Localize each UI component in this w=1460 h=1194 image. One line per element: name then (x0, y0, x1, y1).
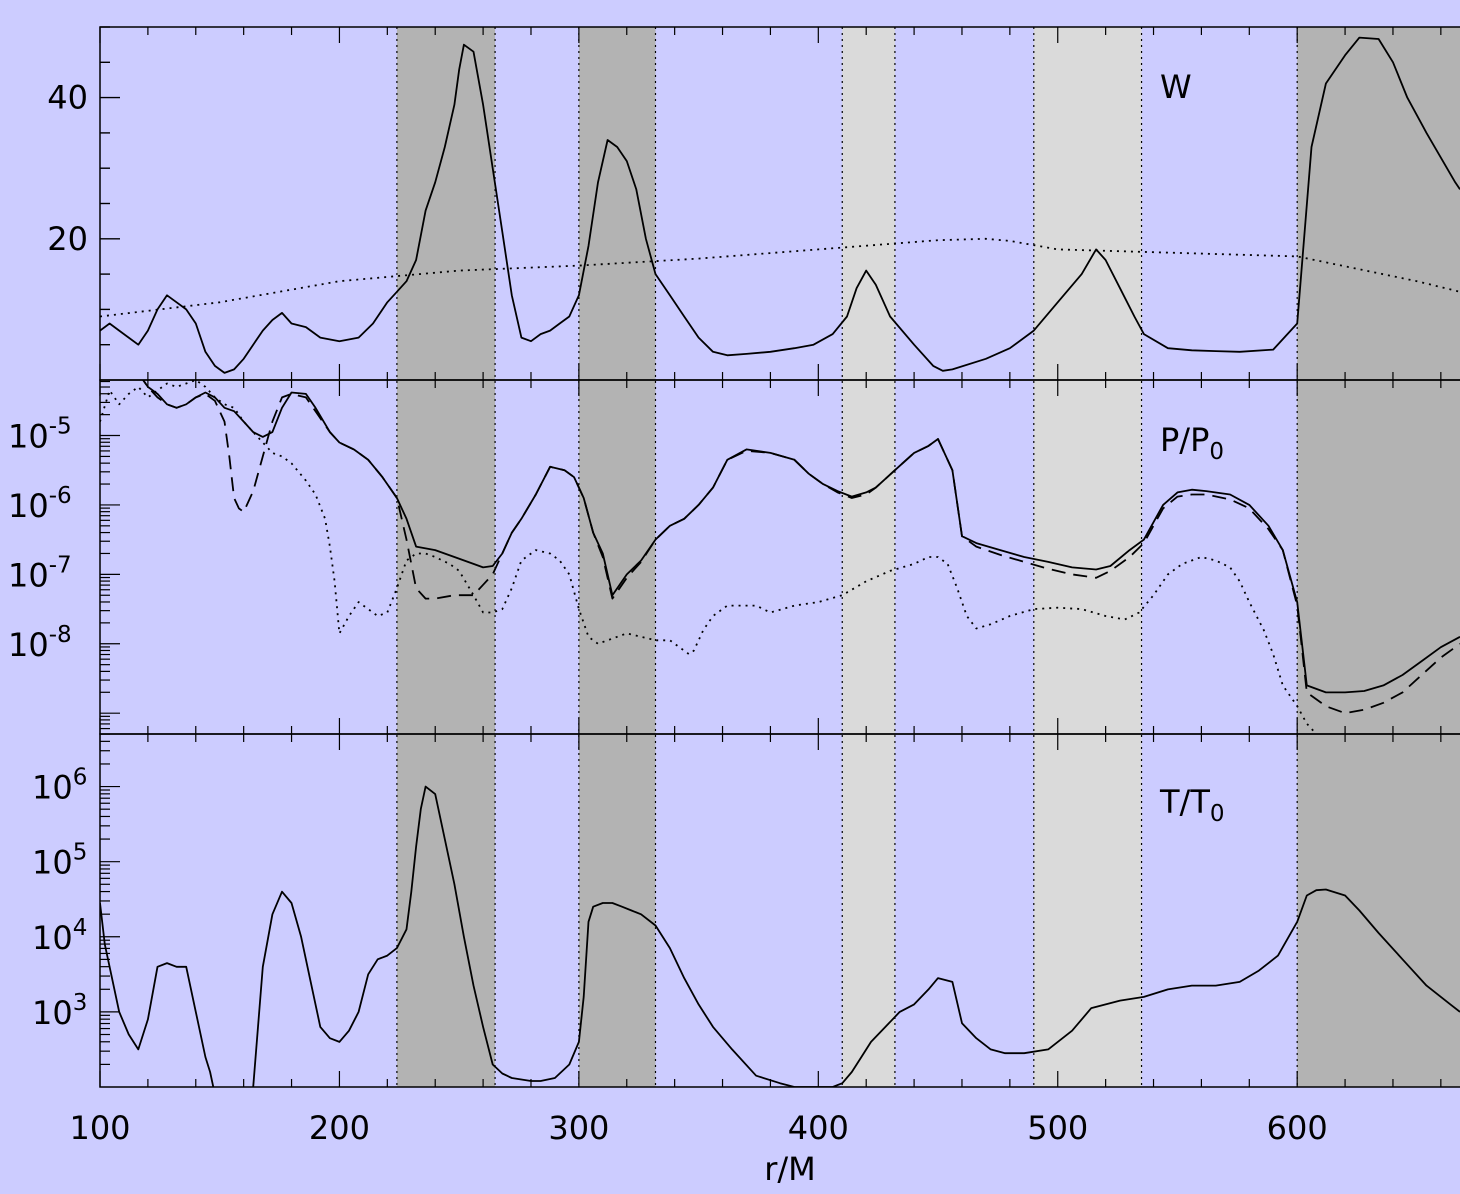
shaded-band-light (1033, 27, 1142, 1087)
panel-2-curves (100, 785, 1460, 1087)
y-tick-label: 20 (47, 220, 88, 258)
x-tick-label: 300 (548, 1109, 609, 1147)
y-tick-label: 10-7 (8, 552, 72, 594)
panel-label: P/P0 (1160, 421, 1224, 465)
panel-frames (99, 26, 1460, 1088)
series-line-dashed (142, 380, 1460, 715)
y-tick-exponent: 6 (73, 765, 88, 791)
y-tick-exponent: 4 (73, 915, 88, 941)
y-tick-exponent: 3 (73, 990, 88, 1016)
panel-label: T/T0 (1159, 783, 1225, 827)
data-curves (100, 36, 1460, 1087)
x-tick-label: 600 (1267, 1109, 1328, 1147)
y-tick-label: 103 (32, 990, 87, 1032)
y-tick-exponent: -8 (49, 622, 72, 648)
panel-frame (99, 379, 1460, 735)
y-tick-label: 10-8 (8, 622, 72, 664)
y-tick-exponent: 5 (73, 840, 88, 866)
series-line-dotted (100, 237, 1460, 318)
y-tick-exponent: -5 (49, 414, 72, 440)
x-tick-label: 200 (309, 1109, 370, 1147)
x-tick-label: 500 (1027, 1109, 1088, 1147)
y-tick-label: 40 (47, 79, 88, 117)
y-tick-label: 104 (32, 915, 87, 957)
x-axis-title: r/M (764, 1150, 816, 1188)
y-tick-label: 106 (32, 765, 87, 807)
panel-1-curves (100, 380, 1460, 734)
x-tick-label: 400 (788, 1109, 849, 1147)
shaded-band-dark (396, 27, 496, 1087)
panel-label-subscript: 0 (1209, 439, 1224, 465)
series-line-solid (100, 785, 1460, 1087)
y-tick-exponent: -6 (49, 483, 72, 509)
y-tick-label: 10-6 (8, 483, 72, 525)
series-line-solid (100, 36, 1460, 374)
shaded-band-light (842, 27, 895, 1087)
panel-frame (99, 733, 1460, 1088)
panel-0-curves (100, 36, 1460, 374)
shaded-band-dark (1297, 27, 1460, 1087)
y-tick-label: 105 (32, 840, 87, 882)
series-line-solid (142, 380, 1460, 694)
axis-ticks (99, 26, 1442, 1087)
panel-label-subscript: 0 (1210, 801, 1225, 827)
y-tick-exponent: -7 (49, 552, 72, 578)
x-tick-label: 100 (69, 1109, 130, 1147)
panel-label: W (1160, 68, 1192, 106)
y-tick-label: 10-5 (8, 414, 72, 456)
